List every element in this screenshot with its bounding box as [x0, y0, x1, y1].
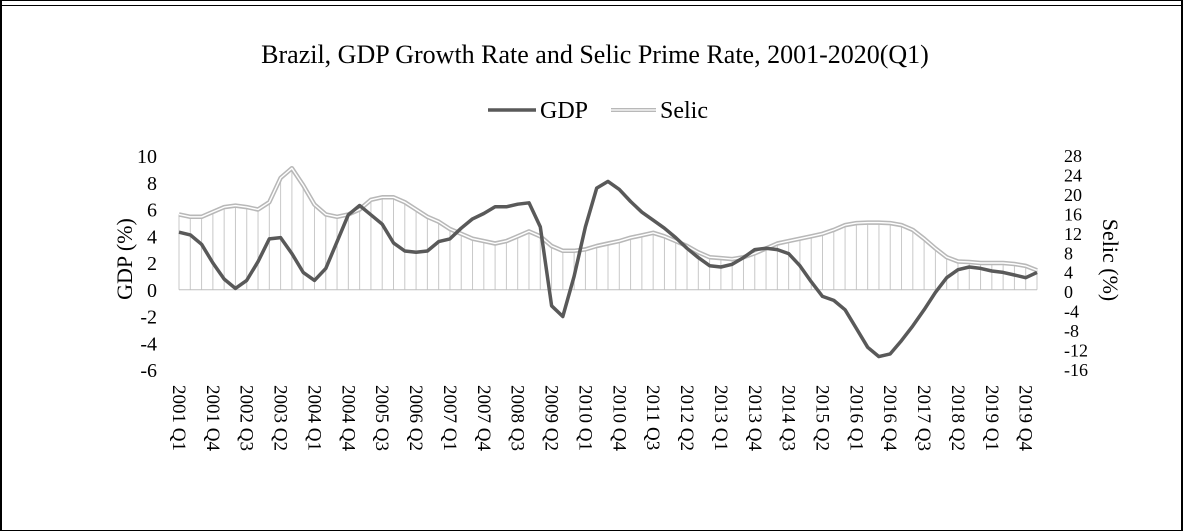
legend-selic-label: Selic [660, 98, 708, 124]
y-tick-left-label: 6 [147, 200, 157, 222]
x-tick-label: 2018 Q2 [947, 385, 968, 451]
x-tick-label: 2009 Q2 [541, 385, 562, 451]
x-tick-label: 2004 Q4 [337, 385, 358, 451]
chart-title: Brazil, GDP Growth Rate and Selic Prime … [261, 40, 929, 69]
y-tick-right-label: 12 [1064, 224, 1082, 244]
y-tick-right-label: 4 [1064, 263, 1073, 283]
y-tick-left-label: 0 [147, 280, 157, 302]
legend-gdp-label: GDP [540, 98, 588, 124]
x-tick-label: 2003 Q2 [270, 385, 291, 451]
y-tick-left-label: 8 [147, 173, 157, 195]
y-tick-left-label: 2 [147, 253, 157, 275]
x-tick-label: 2017 Q3 [913, 385, 934, 451]
legend: GDP Selic [488, 98, 708, 124]
x-tick-label: 2010 Q4 [608, 385, 629, 451]
y-tick-right-label: -12 [1064, 341, 1088, 361]
x-tick-label: 2011 Q3 [642, 385, 663, 450]
x-tick-label: 2014 Q3 [778, 385, 799, 451]
x-tick-label: 2010 Q1 [574, 385, 595, 451]
y-tick-right-label: 8 [1064, 243, 1073, 263]
y-tick-right-label: -16 [1064, 360, 1088, 380]
x-tick-label: 2001 Q1 [168, 385, 189, 451]
y-axis-right-label: Selic (%) [1098, 219, 1123, 301]
y-tick-right-label: 0 [1064, 282, 1073, 302]
x-tick-label: 2001 Q4 [202, 385, 223, 451]
x-tick-label: 2013 Q4 [744, 385, 765, 451]
x-tick-label: 2002 Q3 [236, 385, 257, 451]
x-ticks: 2001 Q1 2001 Q4 2002 Q3 2003 Q2 2004 Q1 2004 … [168, 385, 1036, 451]
y-tick-left-label: -4 [140, 333, 157, 355]
x-tick-label: 2012 Q2 [676, 385, 697, 451]
series-lines [178, 165, 1038, 359]
x-tick-label: 2007 Q4 [473, 385, 494, 451]
y-tick-right-label: 24 [1064, 165, 1082, 185]
x-tick-label: 2004 Q1 [304, 385, 325, 451]
x-tick-label: 2008 Q3 [507, 385, 528, 451]
top-border [0, 0, 1183, 6]
x-tick-label: 2015 Q2 [812, 385, 833, 451]
x-tick-label: 2006 Q2 [405, 385, 426, 451]
x-tick-label: 2016 Q1 [845, 385, 866, 451]
x-tick-label: 2019 Q1 [981, 385, 1002, 451]
x-tick-label: 2007 Q1 [439, 385, 460, 451]
y-tick-left-label: -6 [140, 360, 157, 382]
y-tick-right-label: -8 [1064, 321, 1079, 341]
y-axis-left-label: GDP (%) [112, 218, 137, 300]
gdp-line [178, 179, 1038, 359]
y-ticks-left: -6 -4 -2 0 2 4 6 8 10 [137, 146, 157, 382]
y-tick-right-label: 16 [1064, 204, 1082, 224]
y-tick-right-label: 20 [1064, 185, 1082, 205]
x-tick-label: 2005 Q3 [371, 385, 392, 451]
y-tick-left-label: 10 [137, 146, 157, 168]
y-tick-right-label: -4 [1064, 302, 1079, 322]
x-tick-label: 2013 Q1 [710, 385, 731, 451]
selic-line-inner [178, 167, 1038, 271]
y-tick-right-label: 28 [1064, 146, 1082, 166]
y-tick-left-label: -2 [140, 307, 157, 329]
y-tick-left-label: 4 [147, 226, 157, 248]
x-tick-label: 2019 Q4 [1015, 385, 1036, 451]
x-tick-label: 2016 Q4 [879, 385, 900, 451]
